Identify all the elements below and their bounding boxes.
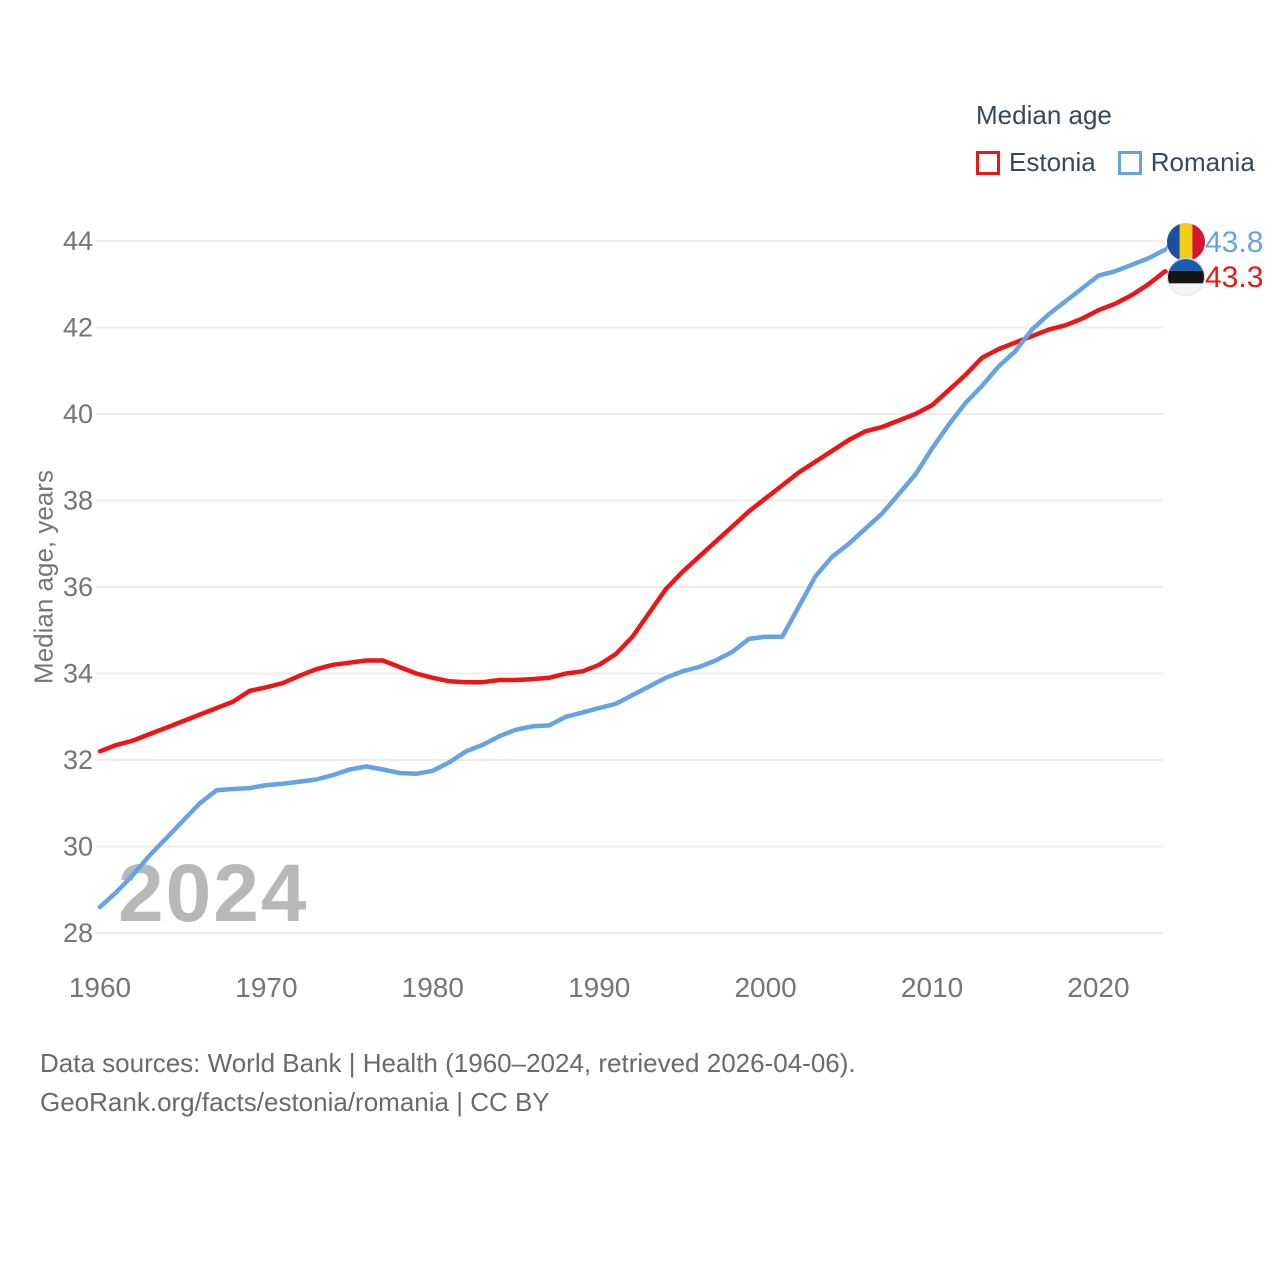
x-tick-label: 1990 — [568, 972, 630, 1003]
y-tick-label: 42 — [63, 313, 93, 343]
y-tick-label: 38 — [63, 486, 93, 516]
estonia-swatch-icon — [976, 150, 1000, 175]
y-tick-label: 34 — [63, 659, 93, 689]
legend-items: Estonia Romania — [976, 147, 1255, 178]
y-tick-label: 32 — [63, 745, 93, 775]
footer-attribution-line[interactable]: GeoRank.org/facts/estonia/romania | CC B… — [40, 1087, 550, 1117]
legend-title: Median age — [976, 100, 1112, 130]
y-tick-label: 36 — [63, 572, 93, 602]
romania-flag-icon — [1167, 223, 1205, 261]
romania-line — [97, 247, 1168, 910]
estonia-line — [97, 269, 1168, 754]
legend: Median age Estonia Romania — [976, 100, 1255, 178]
x-tick-label: 2020 — [1067, 972, 1129, 1003]
legend-item-estonia[interactable]: Estonia — [976, 147, 1096, 178]
footer: Data sources: World Bank | Health (1960–… — [40, 1044, 856, 1122]
y-tick-label: 40 — [63, 399, 93, 429]
y-tick-label: 28 — [63, 918, 93, 948]
y-axis-title: Median age, years — [28, 470, 59, 684]
y-tick-label: 30 — [63, 832, 93, 862]
estonia-end-value: 43.3 — [1205, 261, 1264, 294]
estonia-flag-icon — [1167, 258, 1205, 296]
y-tick-label: 44 — [63, 226, 93, 256]
x-tick-label: 1970 — [235, 972, 297, 1003]
x-tick-label: 1980 — [402, 972, 464, 1003]
legend-item-romania[interactable]: Romania — [1117, 147, 1255, 178]
legend-item-estonia-label: Estonia — [1009, 147, 1096, 177]
legend-item-romania-label: Romania — [1150, 147, 1255, 177]
romania-end-value: 43.8 — [1205, 226, 1264, 259]
x-tick-label: 2000 — [734, 972, 796, 1003]
x-tick-label: 1960 — [69, 972, 131, 1003]
romania-swatch-icon — [1117, 150, 1142, 175]
x-tick-label: 2010 — [901, 972, 963, 1003]
watermark: 2024 — [118, 848, 308, 939]
footer-source-line: Data sources: World Bank | Health (1960–… — [40, 1048, 856, 1078]
